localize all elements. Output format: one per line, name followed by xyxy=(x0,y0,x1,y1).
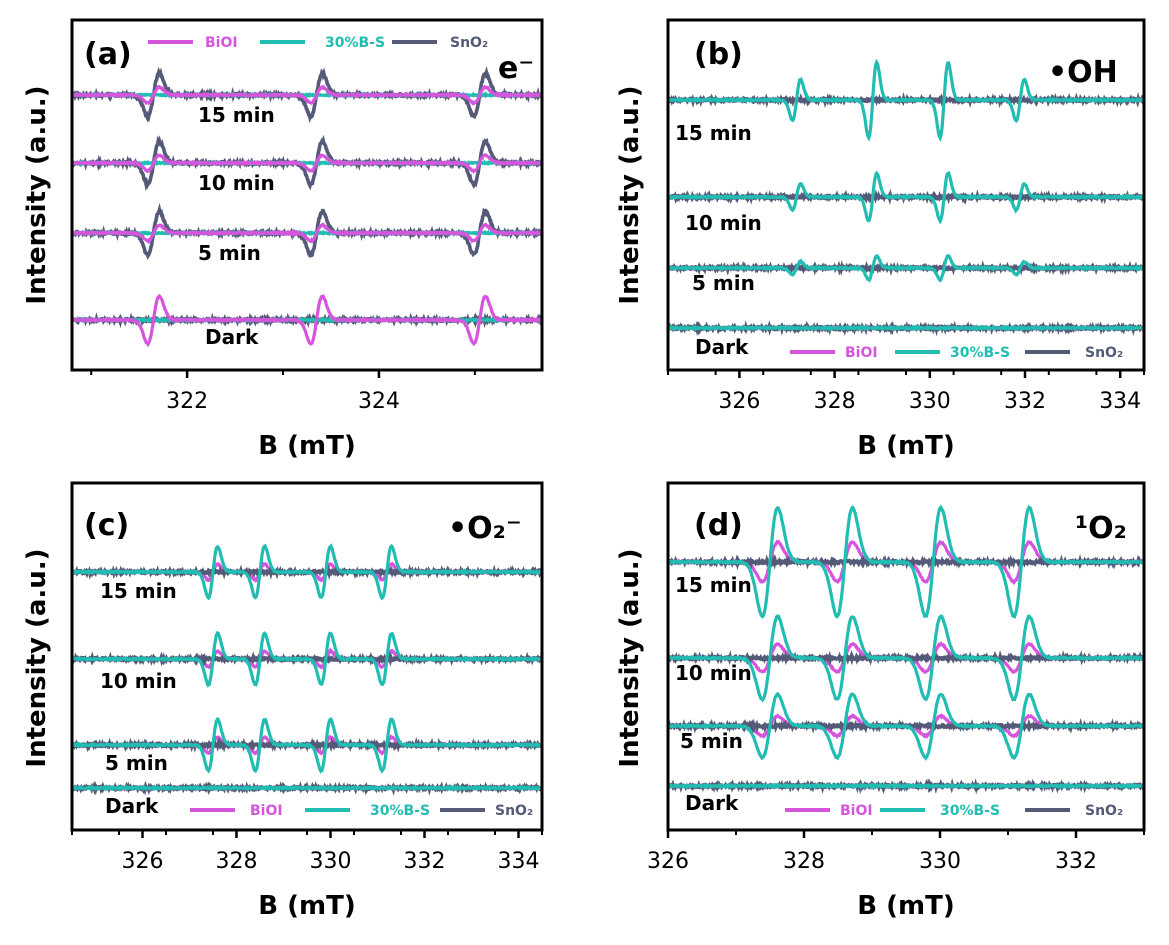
time-label: 15 min xyxy=(100,579,177,603)
spectra xyxy=(668,58,1144,337)
x-tick-label: 332 xyxy=(404,849,446,874)
spectra xyxy=(668,504,1144,795)
y-axis-title: Intensity (a.u.) xyxy=(22,85,52,304)
time-label: 5 min xyxy=(680,729,743,753)
legend-entry: 30%B-S xyxy=(950,345,1010,361)
series-30pctb-s-5-min xyxy=(72,716,542,774)
series-30pctb-s-15-min xyxy=(668,504,1144,619)
x-axis-title: B (mT) xyxy=(857,431,954,461)
x-tick-label: 330 xyxy=(310,849,352,874)
series-30pctb-s-10-min xyxy=(668,170,1144,225)
time-label: 10 min xyxy=(675,661,752,685)
panel-b: 326 328 330 332 334 B (mT) Intensity (a.u.) (b)… xyxy=(615,18,1146,461)
time-label: 5 min xyxy=(198,241,261,265)
series-30pctb-s-5-min xyxy=(668,253,1144,283)
x-tick-label: 326 xyxy=(647,849,689,874)
series-bioi-5-min xyxy=(72,222,542,245)
series-bioi-Dark xyxy=(72,293,542,348)
series-30pctb-s-Dark xyxy=(668,324,1144,332)
legend: BiOI 30%B-S SnO₂ xyxy=(785,803,1123,819)
x-tick-label: 328 xyxy=(216,849,258,874)
x-tick-label: 326 xyxy=(718,389,760,414)
x-axis: 326 328 330 332 334 xyxy=(71,830,543,874)
series-30pctb-s-10-min xyxy=(668,614,1144,703)
time-label: 10 min xyxy=(198,171,275,195)
x-tick-label: 322 xyxy=(166,389,208,414)
legend-entry: 30%B-S xyxy=(370,803,430,819)
time-label: 5 min xyxy=(105,751,168,775)
time-label: 15 min xyxy=(198,103,275,127)
plot-frame xyxy=(70,18,544,372)
x-tick-label: 328 xyxy=(814,389,856,414)
legend: BiOI 30%B-S SnO₂ xyxy=(148,35,488,51)
species-label: ¹O₂ xyxy=(1075,511,1127,546)
legend: BiOI 30%B-S SnO₂ xyxy=(790,345,1123,361)
legend-entry: 30%B-S xyxy=(325,35,385,51)
x-tick-label: 328 xyxy=(783,849,825,874)
series-30pctb-s-10-min xyxy=(72,630,542,688)
legend-entry: BiOI xyxy=(845,345,878,361)
x-axis-title: B (mT) xyxy=(258,431,355,461)
plot-frame xyxy=(666,481,1146,832)
x-tick-label: 334 xyxy=(498,849,540,874)
series-30pctb-s-Dark xyxy=(72,783,542,793)
x-axis-title: B (mT) xyxy=(258,891,355,921)
x-axis: 322 324 xyxy=(90,370,476,414)
series-30pctb-s-Dark xyxy=(668,782,1144,791)
x-tick-label: 326 xyxy=(122,849,164,874)
species-label: •O₂⁻ xyxy=(448,511,522,546)
panel-d: 326 328 330 332 B (mT) Intensity (a.u.) (d) ¹O₂… xyxy=(615,481,1146,921)
x-tick-label: 334 xyxy=(1099,389,1141,414)
series-sno2-10-min xyxy=(72,134,542,192)
series-30pctb-s-15-min xyxy=(72,543,542,601)
time-label: Dark xyxy=(695,335,749,359)
series-30pctb-s-5-min xyxy=(668,691,1144,761)
x-tick-label: 330 xyxy=(909,389,951,414)
panel-label: (a) xyxy=(84,37,132,72)
y-axis-title: Intensity (a.u.) xyxy=(22,548,52,767)
legend-entry: SnO₂ xyxy=(1085,803,1123,819)
series-30pctb-s-15-min xyxy=(668,58,1144,143)
x-tick-label: 330 xyxy=(919,849,961,874)
species-label: •OH xyxy=(1048,55,1118,90)
x-axis: 326 328 330 332 334 xyxy=(667,370,1145,414)
time-label: 10 min xyxy=(685,211,762,235)
spectra xyxy=(72,65,542,348)
time-label: Dark xyxy=(205,325,259,349)
time-label: 10 min xyxy=(100,669,177,693)
time-label: 15 min xyxy=(675,573,752,597)
y-axis-title: Intensity (a.u.) xyxy=(615,85,645,304)
series-30pctb-s-Dark xyxy=(72,315,542,324)
panel-label: (d) xyxy=(694,508,743,543)
spectra xyxy=(72,543,542,796)
x-tick-label: 332 xyxy=(1055,849,1097,874)
panel-c: 326 328 330 332 334 B (mT) Intensity (a.u.) (c)… xyxy=(22,481,544,921)
y-axis-title: Intensity (a.u.) xyxy=(615,548,645,767)
x-axis-title: B (mT) xyxy=(857,891,954,921)
legend-entry: SnO₂ xyxy=(1085,345,1123,361)
series-30pctb-s-15-min xyxy=(72,90,542,99)
legend-entry: SnO₂ xyxy=(450,35,488,51)
time-label: 5 min xyxy=(692,271,755,295)
x-axis: 326 328 330 332 xyxy=(647,830,1145,874)
species-label: e⁻ xyxy=(498,51,534,86)
series-sno2-5-min xyxy=(72,202,542,260)
time-label: Dark xyxy=(685,791,739,815)
x-tick-label: 332 xyxy=(1004,389,1046,414)
series-bioi-15-min xyxy=(72,84,542,106)
time-label: Dark xyxy=(105,794,159,818)
legend-entry: BiOI xyxy=(250,803,283,819)
legend: BiOI 30%B-S SnO₂ xyxy=(190,803,533,819)
x-tick-label: 324 xyxy=(358,389,400,414)
legend-entry: BiOI xyxy=(205,35,238,51)
legend-entry: 30%B-S xyxy=(940,803,1000,819)
time-label: 15 min xyxy=(675,121,752,145)
series-bioi-10-min xyxy=(72,152,542,174)
panel-label: (c) xyxy=(84,508,129,543)
legend-entry: BiOI xyxy=(840,803,873,819)
legend-entry: SnO₂ xyxy=(495,803,533,819)
panel-label: (b) xyxy=(694,37,743,72)
